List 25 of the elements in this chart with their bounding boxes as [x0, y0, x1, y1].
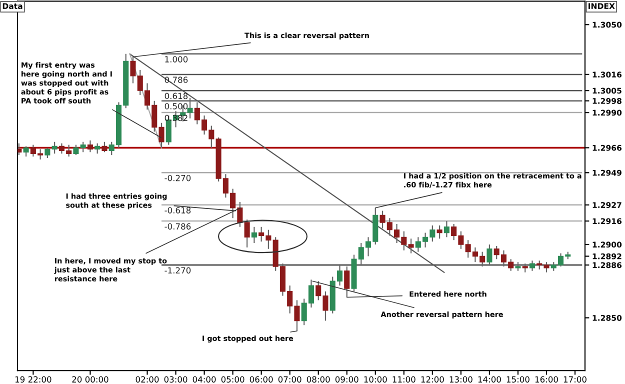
- x-tick-label: 10:00: [364, 376, 387, 383]
- x-tick-label: 14:00: [478, 376, 501, 383]
- x-tick-label: 16:00: [535, 376, 558, 383]
- x-tick-label: 11:00: [392, 376, 416, 383]
- annotation: -0.786: [164, 223, 191, 230]
- x-tick-label: 13:00: [450, 376, 472, 383]
- x-tick-label: 06:00: [250, 376, 273, 383]
- annotation: 0.500: [164, 103, 188, 110]
- x-tick-label: 04:00: [192, 376, 216, 383]
- annotation: -1.270: [164, 267, 191, 274]
- x-tick-label: 12:00: [421, 376, 444, 383]
- annotation: 0.618: [164, 92, 188, 100]
- annotation: -0.270: [164, 174, 191, 182]
- x-tick-label: 07:00: [278, 376, 302, 383]
- x-tick-label: 03:00: [164, 376, 188, 383]
- annotation: 1.000: [165, 56, 188, 62]
- x-tick-label: 17:00: [564, 376, 586, 383]
- x-tick-label: 02:00: [136, 376, 159, 383]
- x-tick-label: 09:00: [335, 376, 358, 383]
- x-tick-label: 19 22:00: [15, 376, 52, 383]
- x-tick-label: 15:00: [506, 376, 530, 383]
- x-tick-label: 20 00:00: [72, 376, 108, 383]
- annotation: -0.618: [164, 207, 191, 214]
- x-tick-label: 05:00: [221, 376, 244, 383]
- x-tick-label: 08:00: [306, 376, 330, 383]
